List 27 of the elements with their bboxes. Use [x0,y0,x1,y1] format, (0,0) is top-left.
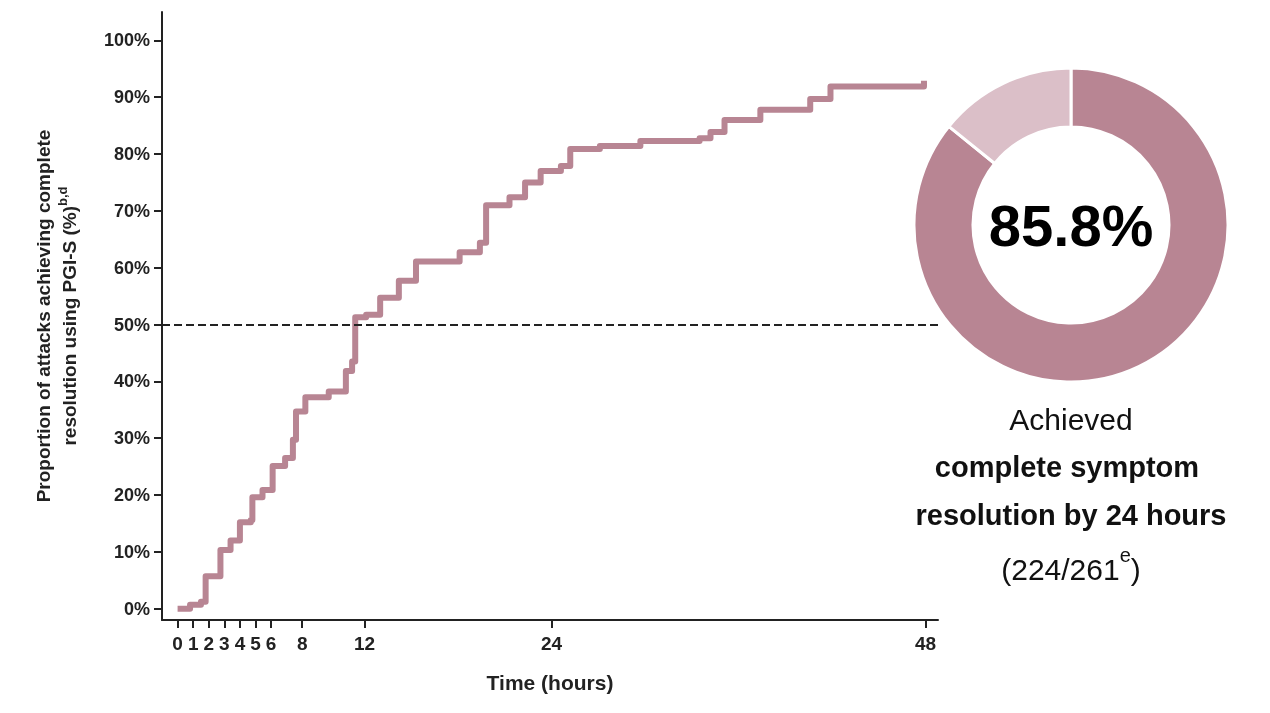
x-axis-title: Time (hours) [486,671,614,694]
y-tick-label: 90% [113,87,150,108]
annotation: complete symptom resolution by 24 hours [915,451,1227,531]
y-tick-label: 30% [113,428,150,449]
data-label: 85.8% [988,192,1154,258]
y-tick-label: 80% [113,144,150,165]
y-tick-label: 70% [113,200,150,221]
y-tick-label: 40% [113,371,150,392]
x-tick-label: 24 [540,633,563,654]
y-tick-label: 20% [113,484,150,505]
y-tick-label: 50% [113,314,150,335]
x-tick-label: 48 [914,633,937,654]
x-tick-label: 1 [187,633,199,654]
y-tick-label: 10% [113,541,150,562]
y-tick-label: 60% [113,257,150,278]
y-axis-title: Proportion of attacks achieving complete resolution using PGI-S (%)b,d [32,129,80,503]
x-tick-label: 3 [219,633,230,654]
x-tick-label: 4 [234,633,246,654]
y-tick-label: 0% [123,598,150,619]
x-tick-label: 5 [250,633,262,654]
x-tick-label: 12 [354,633,376,654]
x-tick-label: 0 [172,633,183,654]
x-tick-label: 6 [265,633,277,654]
x-tick-label: 8 [296,633,308,654]
y-tick-label: 100% [103,30,150,51]
x-tick-label: 2 [203,633,215,654]
text: Achieved [1009,402,1133,436]
